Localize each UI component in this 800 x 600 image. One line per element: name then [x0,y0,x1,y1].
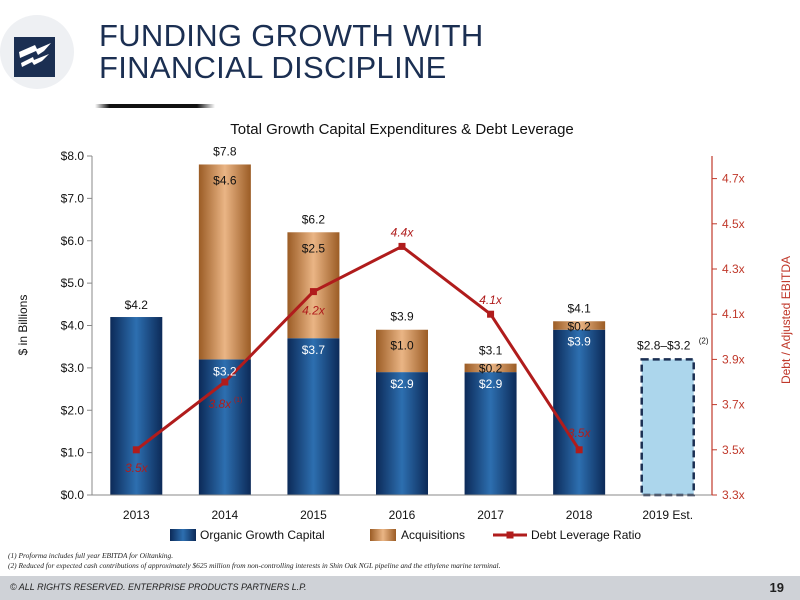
y2-tick-label: 4.7x [722,172,745,186]
x-tick-label: 2019 Est. [642,508,693,522]
leverage-value-label: 3.5x [125,461,149,475]
bar-organic-2013 [110,317,163,495]
page-number: 19 [769,580,784,595]
leverage-value-label: 4.2x [302,304,326,318]
y-tick-label: $3.0 [61,361,85,375]
x-tick-label: 2018 [566,508,593,522]
acquisitions-value-label: $4.6 [213,173,237,187]
line-point-marker [132,446,140,454]
bar-acquisitions-2015 [287,232,340,339]
line-point-marker [575,446,583,454]
estimate-bar [640,358,695,497]
organic-value-label: $2.9 [390,377,414,391]
legend-swatch-organic [170,529,196,541]
y-tick-label: $5.0 [61,276,85,290]
y2-tick-label: 4.5x [722,217,745,231]
acquisitions-value-label: $0.2 [567,319,591,333]
total-label: $3.1 [479,344,503,358]
bar-organic-2017 [464,372,517,495]
bar-acquisitions-2016 [376,329,428,373]
series-line-debt-leverage [135,244,581,451]
y-axis-label: $ in Billions [16,295,30,356]
total-label: $7.8 [213,144,237,158]
page-title: FUNDING GROWTH WITH FINANCIAL DISCIPLINE [99,20,484,84]
total-label: $3.9 [390,310,414,324]
x-tick-label: 2016 [389,508,416,522]
total-label: $6.2 [302,212,326,226]
acquisitions-value-label: $0.2 [479,362,503,376]
y-tick-label: $1.0 [61,446,85,460]
legend-swatch-acquisitions [370,529,396,541]
enterprise-products-logo-icon [0,15,74,89]
y2-tick-label: 3.9x [722,352,745,366]
legend-label-organic: Organic Growth Capital [200,528,325,542]
bar-organic-2018 [553,329,606,495]
y-tick-label: $6.0 [61,234,85,248]
organic-value-label: $3.7 [302,343,326,357]
y2-tick-label: 3.3x [722,488,745,502]
bar-acquisitions-2014 [198,164,251,360]
total-label: $2.8–$3.2 [637,338,691,352]
y-tick-label: $4.0 [61,319,85,333]
y-tick-label: $8.0 [61,149,85,163]
bar-acquisitions-2018 [553,321,606,330]
acquisitions-value-label: $2.5 [302,241,326,255]
line-point-marker [221,378,229,386]
bar-organic-2016 [376,372,428,495]
footer-bar: © ALL RIGHTS RESERVED. ENTERPRISE PRODUC… [0,576,800,600]
y-tick-label: $7.0 [61,191,85,205]
y-tick-label: $2.0 [61,403,85,417]
chart-legend: Organic Growth Capital Acquisitions Debt L… [170,528,641,542]
x-tick-label: 2017 [477,508,504,522]
y2-tick-label: 3.5x [722,443,745,457]
page-title-line-2: FINANCIAL DISCIPLINE [99,50,447,85]
acquisitions-value-label: $1.0 [390,339,414,353]
total-label: $4.2 [125,298,149,312]
total-label: $4.1 [567,301,591,315]
bar-organic-2015 [287,338,340,495]
line-point-marker [309,288,317,296]
x-tick-label: 2013 [123,508,150,522]
footnote-1: (1) Proforma includes full year EBITDA f… [8,551,174,560]
organic-value-label: $2.9 [479,377,503,391]
organic-value-label: $3.9 [567,335,591,349]
line-point-marker [487,310,495,318]
footnotes: (1) Proforma includes full year EBITDA f… [8,551,500,570]
y2-axis-label: Debt / Adjusted EBITDA [779,256,793,384]
legend-label-acquisitions: Acquisitions [401,528,465,542]
leverage-value-label: 3.5x [568,426,592,440]
y2-tick-label: 4.1x [722,307,745,321]
leverage-value-label: 3.8x [209,397,233,411]
x-tick-label: 2014 [212,508,239,522]
x-tick-label: 2015 [300,508,327,522]
organic-value-label: $3.2 [213,364,237,378]
title-underline [95,104,215,108]
legend-label-leverage: Debt Leverage Ratio [531,528,641,542]
estimate-footnote-ref: (2) [699,336,709,345]
bar-acquisitions-2017 [464,363,517,373]
capex-leverage-chart: Total Growth Capital Expenditures & Debt… [16,104,793,542]
legend-marker-leverage [506,531,514,539]
y2-tick-label: 3.7x [722,398,745,412]
chart-title: Total Growth Capital Expenditures & Debt… [230,121,574,138]
leverage-footnote-ref: (1) [234,397,243,404]
y2-tick-label: 4.3x [722,262,745,276]
page-title-line-1: FUNDING GROWTH WITH [99,18,484,53]
y-tick-label: $0.0 [61,488,85,502]
leverage-value-label: 4.1x [479,293,503,307]
footnote-2: (2) Reduced for expected cash contributi… [8,560,501,570]
leverage-value-label: 4.4x [391,225,415,239]
line-point-marker [398,242,406,250]
copyright-text: © ALL RIGHTS RESERVED. ENTERPRISE PRODUC… [10,582,307,592]
